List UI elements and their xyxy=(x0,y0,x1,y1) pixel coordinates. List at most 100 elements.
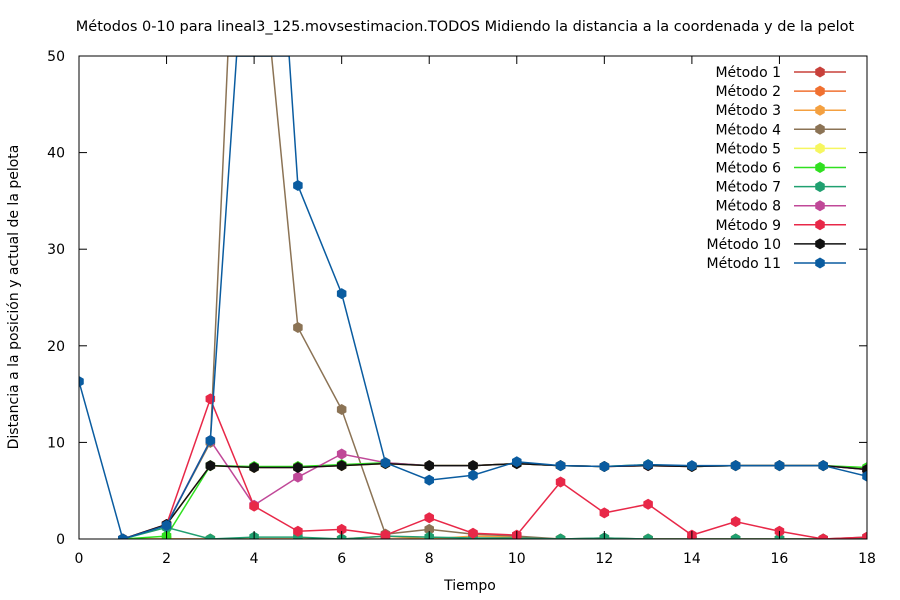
data-point xyxy=(336,460,347,472)
data-point xyxy=(249,500,259,512)
data-point xyxy=(643,498,653,510)
data-point xyxy=(468,469,478,481)
legend-item: Método 1 xyxy=(715,65,846,81)
series-9 xyxy=(118,393,867,539)
legend-item: Método 6 xyxy=(715,161,846,177)
x-tick-label: 2 xyxy=(162,551,171,567)
legend-label: Método 2 xyxy=(715,84,781,100)
data-point xyxy=(293,471,303,483)
data-point xyxy=(424,512,434,524)
legend-item: Método 2 xyxy=(715,84,846,100)
y-axis-ticks: 0 10 20 30 40 50 xyxy=(47,49,867,548)
legend-swatch-marker xyxy=(815,238,825,250)
data-point xyxy=(643,533,653,539)
legend-label: Método 8 xyxy=(715,199,781,215)
data-point xyxy=(730,533,741,539)
series-line xyxy=(122,526,867,539)
data-point xyxy=(118,533,128,539)
data-point xyxy=(249,462,259,474)
legend-item: Método 4 xyxy=(715,122,846,138)
data-point xyxy=(336,448,347,460)
x-tick-label: 6 xyxy=(337,551,346,567)
legend-label: Método 1 xyxy=(715,65,781,81)
y-tick-label: 40 xyxy=(47,146,65,162)
legend: Método 1 Método 2 Método 3 Método 4 Método 5… xyxy=(707,65,846,272)
legend-item: Método 9 xyxy=(715,218,846,234)
legend-item: Método 3 xyxy=(715,103,846,119)
legend-swatch-marker xyxy=(815,104,825,116)
x-axis-ticks: 0 2 4 6 8 10 12 14 16 18 xyxy=(75,56,876,567)
data-point xyxy=(293,462,303,474)
y-tick-label: 50 xyxy=(47,49,65,65)
legend-item: Método 10 xyxy=(707,237,846,253)
data-point xyxy=(336,404,347,416)
legend-item: Método 11 xyxy=(707,256,846,272)
x-tick-label: 10 xyxy=(508,551,526,567)
legend-label: Método 9 xyxy=(715,218,781,234)
legend-label: Método 7 xyxy=(715,180,781,196)
data-point xyxy=(336,523,347,535)
series-line xyxy=(79,56,867,539)
legend-label: Método 4 xyxy=(715,122,781,138)
data-point xyxy=(818,460,828,472)
data-point xyxy=(79,376,84,388)
x-tick-label: 8 xyxy=(425,551,434,567)
data-point xyxy=(818,533,828,539)
data-point xyxy=(205,460,216,472)
legend-item: Método 7 xyxy=(715,180,846,196)
data-point xyxy=(161,519,172,531)
data-point xyxy=(555,533,566,539)
legend-swatch-marker xyxy=(815,123,825,135)
legend-label: Método 11 xyxy=(707,256,781,272)
data-point xyxy=(862,470,867,482)
data-point xyxy=(687,460,697,472)
data-point xyxy=(380,457,391,469)
series-layer xyxy=(79,56,867,539)
legend-item: Método 5 xyxy=(715,141,846,157)
data-point xyxy=(512,456,522,468)
legend-swatch-marker xyxy=(815,85,825,97)
data-point xyxy=(293,321,303,333)
data-point xyxy=(643,459,653,471)
data-point xyxy=(205,533,216,539)
data-point xyxy=(862,531,867,539)
plot-frame xyxy=(78,55,868,540)
legend-swatch-marker xyxy=(815,142,825,154)
x-tick-label: 4 xyxy=(250,551,259,567)
data-point xyxy=(468,527,478,539)
x-tick-label: 0 xyxy=(75,551,84,567)
series-line xyxy=(122,461,867,539)
legend-swatch-marker xyxy=(815,162,825,173)
data-point xyxy=(293,179,303,191)
legend-swatch-marker xyxy=(815,66,825,78)
legend-item: Método 8 xyxy=(715,199,846,215)
legend-swatch-marker xyxy=(815,257,825,269)
x-tick-label: 18 xyxy=(858,551,876,567)
data-point xyxy=(468,460,478,472)
legend-label: Método 3 xyxy=(715,103,781,119)
x-axis-title: Tiempo xyxy=(443,578,496,594)
data-point xyxy=(774,460,785,472)
data-point xyxy=(424,460,434,472)
data-point xyxy=(555,460,566,472)
data-point xyxy=(424,474,434,486)
y-tick-label: 30 xyxy=(47,242,65,258)
legend-label: Método 5 xyxy=(715,141,781,157)
data-point xyxy=(380,529,391,539)
series-line xyxy=(122,396,867,539)
y-axis-title: Distancia a la posición y actual de la p… xyxy=(6,145,22,450)
legend-swatch-marker xyxy=(815,200,825,212)
data-point xyxy=(730,516,741,528)
x-tick-label: 14 xyxy=(683,551,701,567)
legend-label: Método 10 xyxy=(707,237,781,253)
y-tick-label: 0 xyxy=(56,532,65,548)
y-tick-label: 20 xyxy=(47,339,65,355)
data-point xyxy=(424,523,434,535)
series-line xyxy=(122,535,867,539)
series-7 xyxy=(118,521,867,539)
data-point xyxy=(599,507,610,519)
chart-title: Métodos 0-10 para lineal3_125.movsestima… xyxy=(76,19,855,35)
legend-swatch-marker xyxy=(815,219,825,231)
